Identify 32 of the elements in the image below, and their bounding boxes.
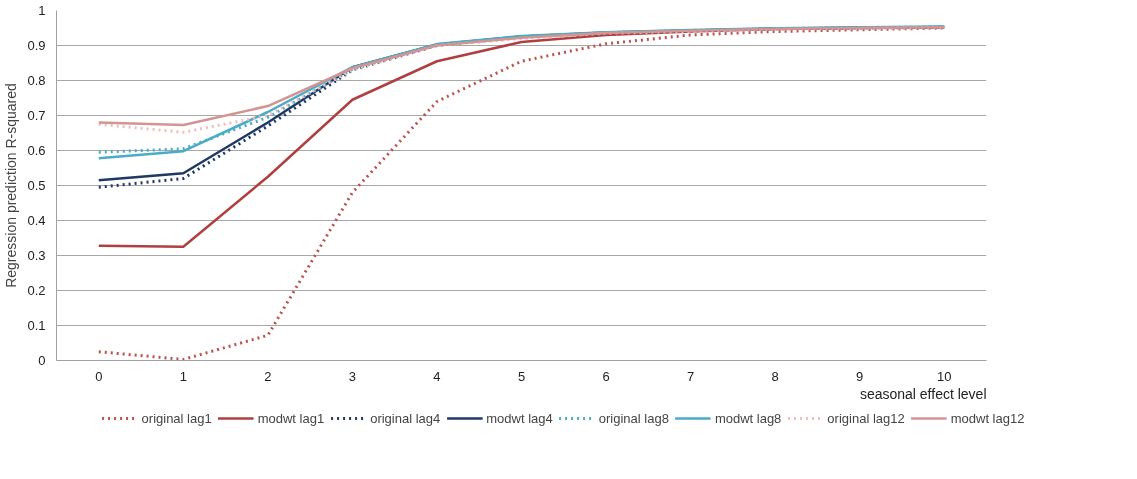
y-tick-label: 0.3 bbox=[27, 248, 46, 263]
x-tick-label: 8 bbox=[771, 368, 779, 384]
legend-label: original lag8 bbox=[598, 410, 669, 426]
y-tick-label: 0.7 bbox=[27, 108, 46, 123]
x-tick-label: 1 bbox=[179, 368, 187, 384]
y-tick-label: 1 bbox=[38, 3, 46, 18]
y-tick-label: 0 bbox=[38, 353, 46, 368]
x-tick-label: 2 bbox=[264, 368, 272, 384]
x-tick-label: 9 bbox=[856, 368, 864, 384]
y-tick-label: 0.4 bbox=[27, 213, 46, 228]
legend-label: modwt lag8 bbox=[714, 410, 782, 426]
x-axis-title: seasonal effect level bbox=[859, 385, 987, 402]
y-tick-label: 0.9 bbox=[27, 38, 46, 53]
x-tick-label: 7 bbox=[686, 368, 695, 384]
y-tick-label: 0.8 bbox=[27, 73, 46, 88]
x-tick-label: 3 bbox=[348, 368, 357, 384]
legend-label: modwt lag1 bbox=[257, 410, 325, 426]
x-tick-label: 4 bbox=[433, 368, 441, 384]
y-axis-title: Regression prediction R-squared bbox=[3, 83, 20, 288]
y-tick-label: 0.1 bbox=[27, 318, 46, 333]
y-tick-label: 0.6 bbox=[27, 143, 46, 158]
y-tick-label: 0.5 bbox=[27, 178, 46, 193]
legend-label: modwt lag4 bbox=[486, 410, 553, 426]
x-tick-label: 0 bbox=[95, 368, 103, 384]
x-tick-label: 5 bbox=[517, 368, 526, 384]
legend-label: original lag12 bbox=[827, 410, 905, 426]
x-tick-label: 10 bbox=[937, 368, 952, 384]
legend-label: original lag1 bbox=[141, 410, 212, 426]
x-tick-label: 6 bbox=[602, 368, 610, 384]
legend-label: original lag4 bbox=[370, 410, 441, 426]
legend-label: modwt lag12 bbox=[950, 410, 1025, 426]
y-tick-label: 0.2 bbox=[27, 283, 46, 298]
